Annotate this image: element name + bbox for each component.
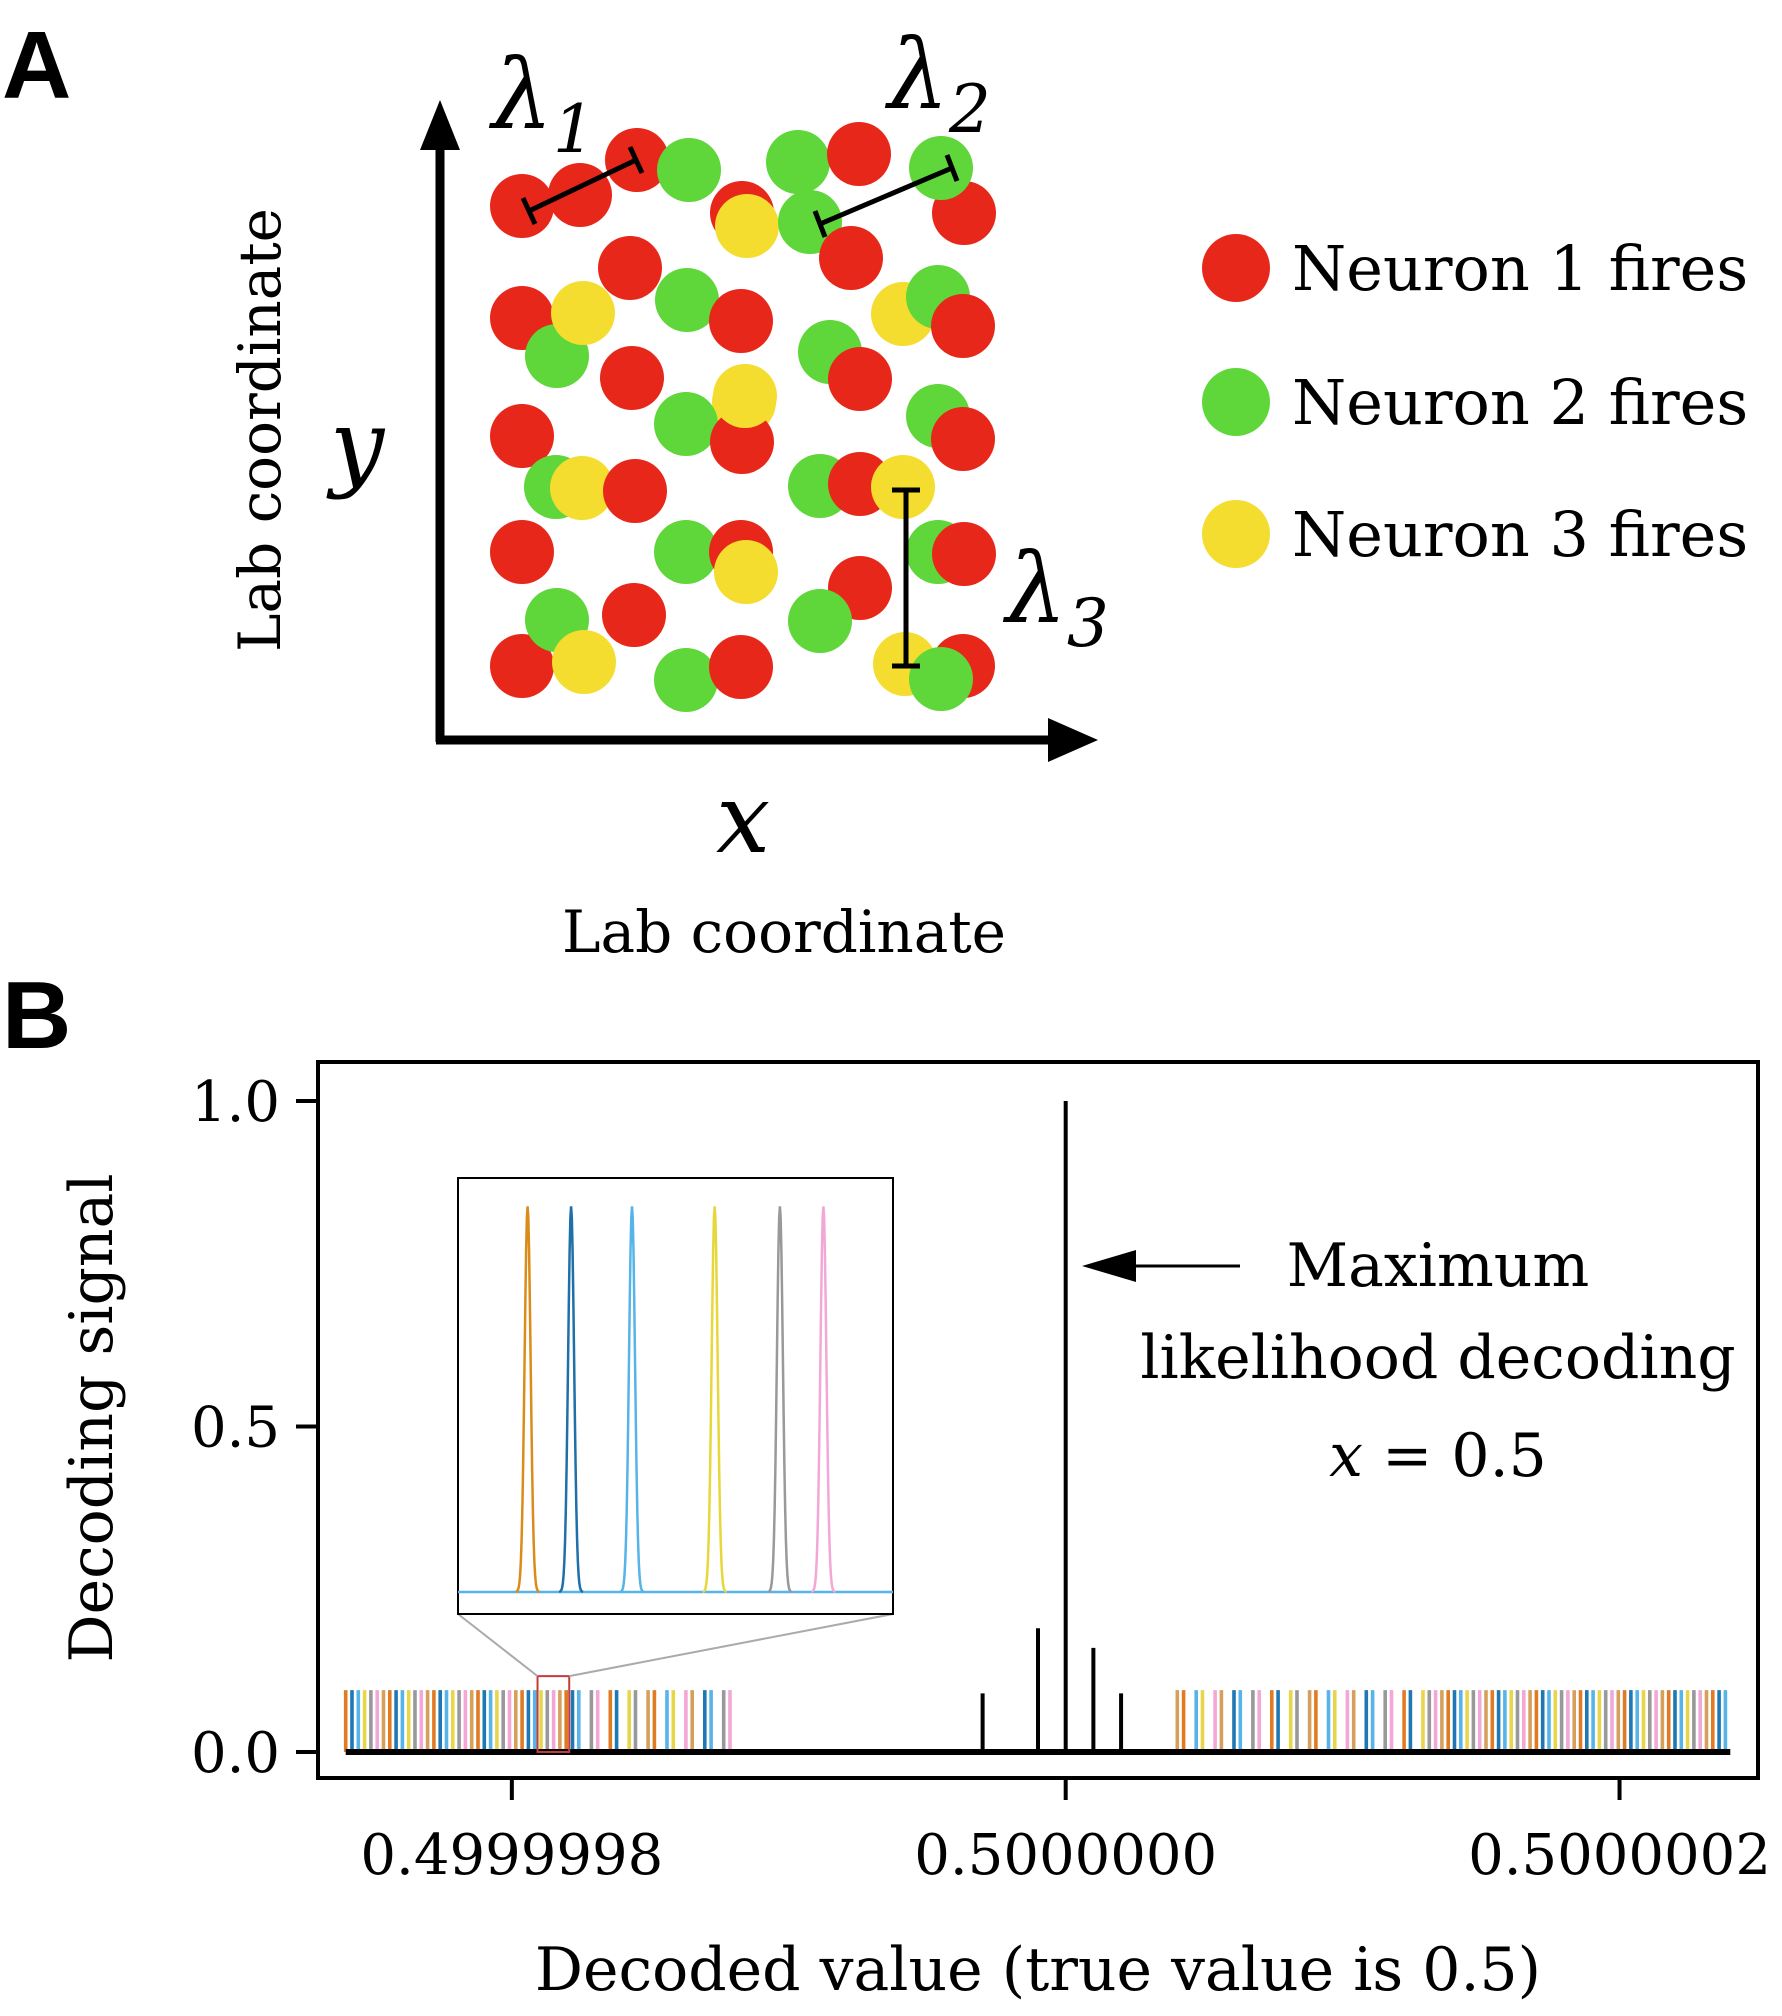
inset-peaks (458, 1206, 893, 1594)
x-axis-symbol: x (716, 763, 770, 875)
panel-b-label: B (2, 962, 71, 1069)
lambda-1-bar (520, 145, 645, 226)
neuron-1-firing-dot (710, 410, 774, 474)
zoom-connector-left (457, 1613, 539, 1677)
legend-item-neuron-2: Neuron 2 fires (1202, 366, 1748, 439)
x-ticks: 0.4999998 0.5000000 0.5000002 (360, 1778, 1771, 1888)
x-tick-label: 0.5000000 (914, 1823, 1217, 1888)
neuron-3-firing-dot (715, 194, 779, 258)
neuron-2-firing-dot (909, 136, 973, 200)
annotation-line-2: likelihood decoding (1140, 1323, 1735, 1393)
neuron-2-firing-dot (655, 268, 719, 332)
x-axis-label: Lab coordinate (562, 898, 1006, 966)
neuron-1-firing-dot (931, 294, 995, 358)
annotation-line-3: x = 0.5 (1329, 1421, 1547, 1491)
legend-item-neuron-3: Neuron 3 fires (1202, 498, 1748, 571)
central-peaks (980, 1101, 1124, 1752)
firing-field-dots (490, 122, 996, 712)
neuron-1-firing-dot (603, 459, 667, 523)
y-tick-label: 0.0 (191, 1721, 280, 1786)
legend: Neuron 1 fires Neuron 2 fires Neuron 3 f… (1202, 232, 1748, 571)
zoom-region-marker (536, 1675, 571, 1753)
legend-swatch-neuron-2 (1202, 368, 1270, 436)
neuron-3-firing-dot (871, 455, 935, 519)
decoding-chart: 0.0 0.5 1.0 0.4999998 0.5000000 0.5000002 Ma… (57, 1060, 1771, 2005)
neuron-1-firing-dot (602, 583, 666, 647)
peak-comb (343, 1690, 1728, 1752)
lambda-3-bar (892, 487, 920, 669)
neuron-1-firing-dot (931, 407, 995, 471)
inset-plot (457, 1177, 894, 1615)
neuron-2-firing-dot (654, 392, 718, 456)
lambda-2-label: λ2 (884, 19, 991, 148)
inset-peak (619, 1206, 645, 1594)
neuron-1-firing-dot (490, 404, 554, 468)
neuron-3-firing-dot (713, 364, 777, 428)
y-ticks: 0.0 0.5 1.0 (191, 1070, 318, 1786)
neuron-1-firing-dot (827, 122, 891, 186)
panel-a-axes (420, 100, 1098, 762)
inset-peak (558, 1206, 584, 1594)
y-axis-label: Lab coordinate (226, 208, 294, 652)
neuron-2-firing-dot (909, 647, 973, 711)
annotation-arrowhead (1082, 1250, 1136, 1282)
neuron-2-firing-dot (654, 520, 718, 584)
x-tick-label: 0.5000002 (1468, 1823, 1771, 1888)
neuron-2-firing-dot (657, 138, 721, 202)
neuron-1-firing-dot (598, 236, 662, 300)
annotation-line-1: Maximum (1287, 1231, 1590, 1301)
neuron-2-firing-dot (788, 589, 852, 653)
y-axis-title: Decoding signal (57, 1173, 127, 1662)
neuron-2-firing-dot (654, 648, 718, 712)
legend-label-neuron-3: Neuron 3 fires (1292, 498, 1748, 571)
lambda-1-label: λ1 (488, 39, 595, 168)
legend-item-neuron-1: Neuron 1 fires (1202, 232, 1748, 305)
neuron-1-firing-dot (709, 289, 773, 353)
x-axis-title: Decoded value (true value is 0.5) (535, 1935, 1541, 2005)
neuron-1-firing-dot (490, 520, 554, 584)
neuron-1-firing-dot (828, 347, 892, 411)
neuron-2-firing-dot (766, 130, 830, 194)
y-axis-arrowhead (420, 100, 460, 150)
legend-swatch-neuron-3 (1202, 500, 1270, 568)
x-tick-label: 0.4999998 (360, 1823, 663, 1888)
neuron-1-firing-dot (600, 346, 664, 410)
lambda-scale-bars (520, 145, 960, 669)
max-likelihood-annotation: Maximum likelihood decoding x = 0.5 (1082, 1231, 1736, 1491)
panel-a-label: A (2, 12, 71, 119)
neuron-1-firing-dot (709, 635, 773, 699)
neuron-1-firing-dot (490, 174, 554, 238)
inset-peak (702, 1206, 727, 1594)
plot-frame (316, 1060, 1760, 1780)
neuron-3-firing-dot (551, 281, 615, 345)
zoom-connector-right (569, 1613, 894, 1678)
inset-peak (811, 1206, 836, 1594)
legend-swatch-neuron-1 (1202, 234, 1270, 302)
neuron-3-firing-dot (550, 456, 614, 520)
neuron-1-firing-dot (490, 634, 554, 698)
legend-label-neuron-2: Neuron 2 fires (1292, 366, 1748, 439)
y-tick-label: 1.0 (191, 1070, 280, 1135)
lambda-3-label: λ3 (1002, 533, 1109, 662)
neuron-3-firing-dot (714, 540, 778, 604)
neuron-2-firing-dot (778, 190, 842, 254)
neuron-1-firing-dot (932, 522, 996, 586)
y-tick-label: 0.5 (191, 1396, 280, 1461)
inset-peak (767, 1206, 793, 1594)
neuron-1-firing-dot (819, 226, 883, 290)
x-axis-arrowhead (1048, 718, 1098, 762)
lambda-2-bar (812, 154, 960, 238)
neuron-3-firing-dot (552, 630, 616, 694)
legend-label-neuron-1: Neuron 1 fires (1292, 232, 1748, 305)
inset-peak (515, 1206, 540, 1594)
y-axis-symbol: y (326, 389, 386, 501)
